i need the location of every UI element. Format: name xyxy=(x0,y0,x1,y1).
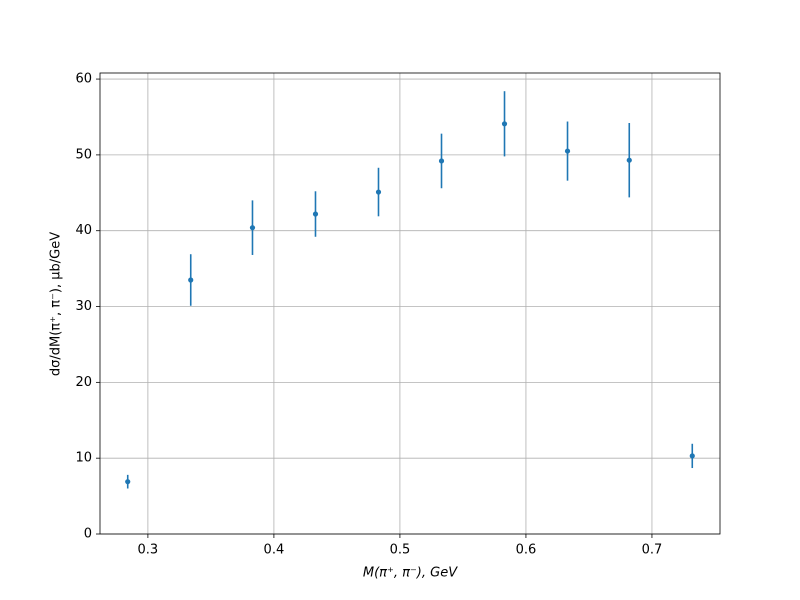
x-tick-label: 0.5 xyxy=(390,543,411,558)
y-tick-label: 20 xyxy=(75,375,92,390)
data-point xyxy=(125,479,131,485)
y-axis-label: dσ/dM(π⁺, π⁻), μb/GeV xyxy=(49,232,64,376)
x-axis-label: M(π⁺, π⁻), GeV xyxy=(363,566,458,581)
plot-frame xyxy=(99,72,721,535)
data-point xyxy=(564,148,571,154)
y-tick-label: 0 xyxy=(84,527,92,542)
data-point xyxy=(375,189,382,195)
x-tick-label: 0.4 xyxy=(264,543,285,558)
y-tick-label: 30 xyxy=(75,299,92,314)
data-point xyxy=(188,277,194,283)
data-point xyxy=(438,158,445,164)
y-tick-label: 60 xyxy=(75,72,92,87)
y-tick-label: 40 xyxy=(75,223,92,238)
data-point xyxy=(501,121,508,127)
data-point xyxy=(626,157,632,163)
data-point xyxy=(689,453,695,459)
data-point xyxy=(249,225,256,231)
x-tick-label: 0.6 xyxy=(516,543,537,558)
x-tick-label: 0.7 xyxy=(642,543,663,558)
y-tick-label: 50 xyxy=(75,147,92,162)
x-tick-label: 0.3 xyxy=(138,543,159,558)
y-tick-label: 10 xyxy=(75,451,92,466)
data-point xyxy=(312,211,319,217)
